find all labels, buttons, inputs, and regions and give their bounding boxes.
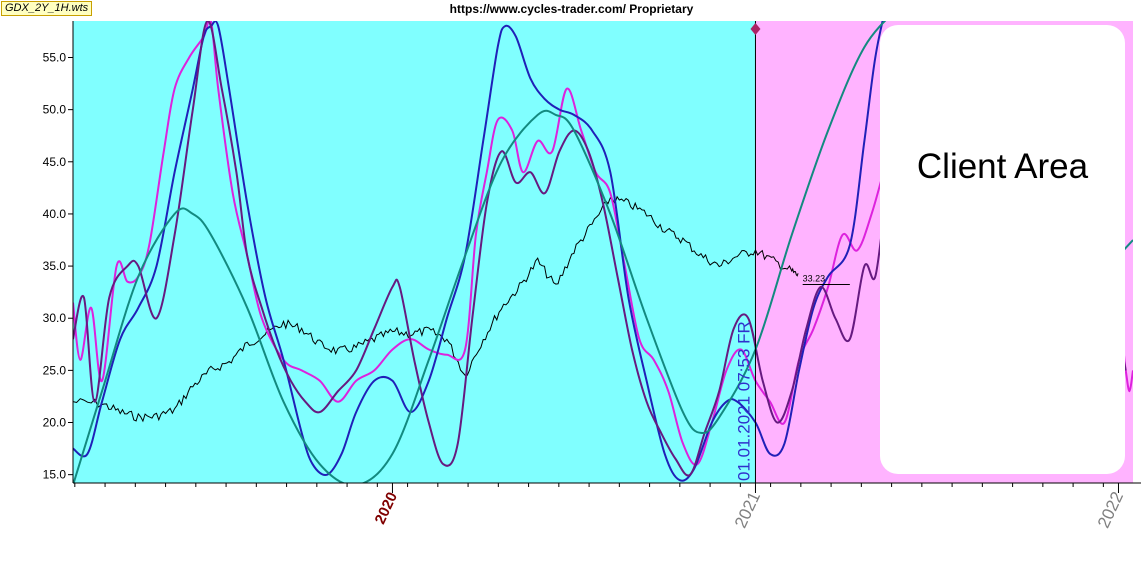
y-tick-label: 25.0	[43, 363, 67, 377]
y-tick-label: 30.0	[43, 311, 67, 325]
cycle-line-teal	[73, 21, 887, 483]
forecast-start-marker[interactable]	[750, 23, 761, 35]
x-tick-label: 2022	[1094, 489, 1127, 531]
client-area-panel: Client Area	[880, 25, 1125, 474]
y-tick-label: 40.0	[43, 207, 67, 221]
history-background	[73, 21, 756, 483]
y-axis-ticks: 15.0 20.0 25.0 30.0 35.0 40.0 45.0 50.0 55.0	[43, 51, 73, 482]
chart-title: https://www.cycles-trader.com/ Proprieta…	[449, 2, 694, 16]
y-tick-label: 45.0	[43, 155, 67, 169]
axes	[72, 21, 1141, 487]
y-tick-label: 55.0	[43, 51, 67, 65]
x-tick-label: 2020	[372, 490, 402, 527]
cycle-line-magenta	[73, 21, 888, 466]
price-line	[73, 195, 799, 423]
client-area-label: Client Area	[916, 147, 1089, 186]
x-tick-label: 2021	[731, 489, 764, 531]
y-tick-label: 35.0	[43, 259, 67, 273]
last-price-label: 33.23	[803, 274, 826, 284]
file-tag: GDX_2Y_1H.wts	[1, 1, 93, 16]
forecast-start-label: 01.01.2021 07:53 FR	[734, 321, 753, 481]
x-axis-ticks: 2020 2021 2022	[372, 483, 1127, 531]
y-tick-label: 15.0	[43, 468, 67, 482]
price-series	[73, 195, 799, 423]
y-tick-label: 50.0	[43, 103, 67, 117]
y-tick-label: 20.0	[43, 416, 67, 430]
